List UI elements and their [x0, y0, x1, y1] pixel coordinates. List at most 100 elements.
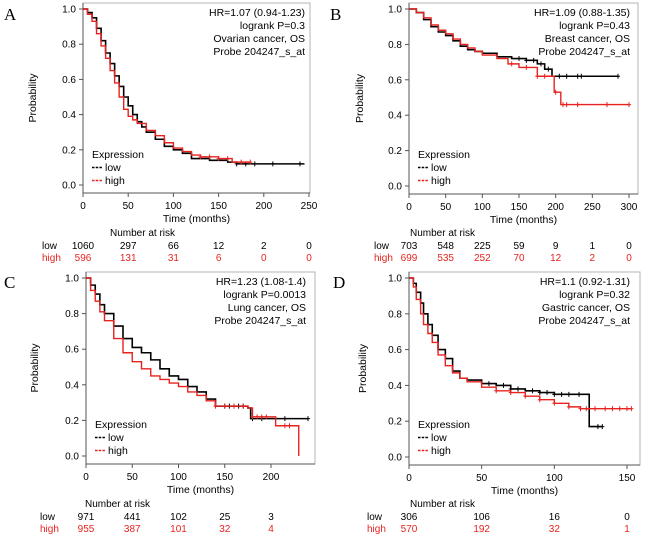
risk-cell-high: 252	[474, 253, 491, 264]
annotation-line: Breast cancer, OS	[545, 33, 630, 45]
censor-mark-low	[282, 416, 287, 422]
y-tick-label: 0.4	[388, 111, 402, 122]
censor-mark-high	[625, 406, 629, 412]
risk-cell-low: 66	[168, 241, 180, 252]
censor-mark-low	[545, 390, 550, 396]
risk-cell-low: 971	[78, 512, 95, 523]
risk-row-label-low: low	[374, 241, 390, 252]
risk-cell-high: 0	[261, 253, 267, 264]
risk-cell-low: 0	[626, 241, 632, 252]
risk-cell-low: 306	[401, 512, 418, 523]
censor-mark-low	[297, 161, 302, 167]
x-tick-label: 0	[80, 201, 86, 212]
risk-cell-low: 548	[437, 241, 454, 252]
y-tick-label: 0.6	[62, 75, 76, 86]
censor-mark-low	[501, 382, 506, 388]
annotation-line: Lung cancer, OS	[228, 302, 306, 314]
risk-cell-low: 102	[170, 512, 187, 523]
censor-mark-low	[616, 73, 620, 79]
risk-cell-high: 4	[268, 524, 274, 535]
panel-a: A0.00.20.40.60.81.00 50 100 150 200 250Probab…	[4, 2, 318, 264]
y-tick-label: 0.8	[62, 40, 76, 51]
x-tick-label: 50	[476, 473, 488, 484]
censor-mark-high	[250, 414, 255, 420]
annotation-line: logrank P=0.3	[240, 20, 305, 32]
panel-c: C 0.0 0.2 0.4 0.6 0.8 1.0 0 50 100 150 200 Probabili…	[4, 271, 316, 535]
risk-cell-low: 441	[124, 512, 141, 523]
y-tick-label: 0.4	[388, 381, 402, 392]
censor-mark-low	[537, 390, 542, 396]
censor-mark-high	[255, 414, 260, 420]
censor-mark-low	[559, 391, 564, 397]
risk-cell-low: 3	[268, 512, 274, 523]
censor-mark-high	[508, 390, 513, 396]
censor-mark-high	[232, 403, 236, 409]
risk-cell-low: 16	[549, 512, 561, 523]
x-axis-title: Time (months)	[491, 485, 558, 497]
censor-mark-high	[282, 423, 287, 429]
censor-mark-high	[213, 403, 218, 409]
x-tick-label: 100	[165, 201, 182, 212]
y-tick-label: 0.8	[388, 40, 402, 51]
y-axis-title: Probability	[357, 343, 369, 393]
km-curve-high	[409, 277, 632, 410]
censor-mark-low	[252, 161, 257, 167]
y-tick-label: 1.0	[62, 5, 76, 16]
panel-letter: A	[4, 5, 17, 24]
x-tick-label: 0	[83, 472, 89, 483]
risk-cell-low: 12	[213, 241, 225, 252]
x-axis-title: Time (months)	[163, 213, 230, 225]
censor-mark-high	[553, 89, 558, 95]
censor-mark-low	[566, 391, 571, 397]
risk-row-label-low: low	[42, 241, 58, 252]
risk-cell-low: 59	[513, 241, 525, 252]
censor-mark-high	[216, 156, 221, 162]
x-tick-label: 100	[474, 202, 491, 213]
x-axis-title: Time (months)	[490, 214, 557, 226]
risk-row-label-high: high	[42, 253, 61, 264]
x-tick-label: 50	[440, 202, 452, 213]
y-tick-label: 0.6	[388, 345, 402, 356]
risk-cell-high: 1	[624, 524, 630, 535]
risk-cell-high: 31	[168, 253, 180, 264]
censor-mark-low	[539, 61, 543, 67]
censor-mark-high	[603, 406, 608, 412]
risk-cell-low: 0	[306, 241, 312, 252]
legend-label-low: low	[431, 432, 447, 444]
y-tick-label: 1.0	[388, 5, 402, 16]
x-tick-label: 150	[210, 201, 227, 212]
x-tick-label: 200	[547, 202, 564, 213]
censor-mark-high	[578, 406, 583, 412]
annotation-line: Ovarian cancer, OS	[213, 33, 305, 45]
censor-mark-low	[595, 424, 600, 430]
censor-mark-high	[561, 102, 565, 108]
y-tick-label: 0.6	[65, 345, 79, 356]
x-tick-label: 200	[255, 201, 272, 212]
censor-mark-low	[306, 416, 310, 422]
censor-mark-high	[605, 102, 609, 108]
risk-cell-high: 101	[170, 524, 187, 535]
censor-mark-high	[593, 406, 598, 412]
legend-title: Expression	[95, 419, 147, 431]
censor-mark-high	[629, 406, 634, 412]
risk-cell-high: 535	[437, 253, 454, 264]
censor-mark-high	[537, 397, 542, 403]
km-curve-high	[86, 277, 300, 456]
risk-cell-high: 131	[120, 253, 137, 264]
panel-d: D 0.0 0.2 0.4 0.6 0.8 1.0 0 50 100 150 Probability T…	[333, 271, 641, 535]
y-axis-title: Probability	[27, 73, 39, 123]
risk-cell-high: 0	[626, 253, 632, 264]
annotation-line: HR=1.07 (0.94-1.23)	[209, 7, 305, 19]
y-tick-label: 0.0	[62, 181, 76, 192]
risk-cell-high: 70	[513, 253, 525, 264]
censor-mark-low	[600, 424, 605, 430]
x-tick-label: 150	[619, 473, 636, 484]
censor-mark-high	[564, 102, 569, 108]
risk-cell-low: 9	[553, 241, 559, 252]
annotation-line: Probe 204247_s_at	[538, 315, 630, 327]
km-curve-high	[409, 8, 629, 106]
risk-table-title: Number at risk	[110, 228, 176, 239]
censor-mark-high	[610, 406, 615, 412]
risk-cell-low: 2	[261, 241, 267, 252]
y-tick-label: 0.8	[65, 309, 79, 320]
